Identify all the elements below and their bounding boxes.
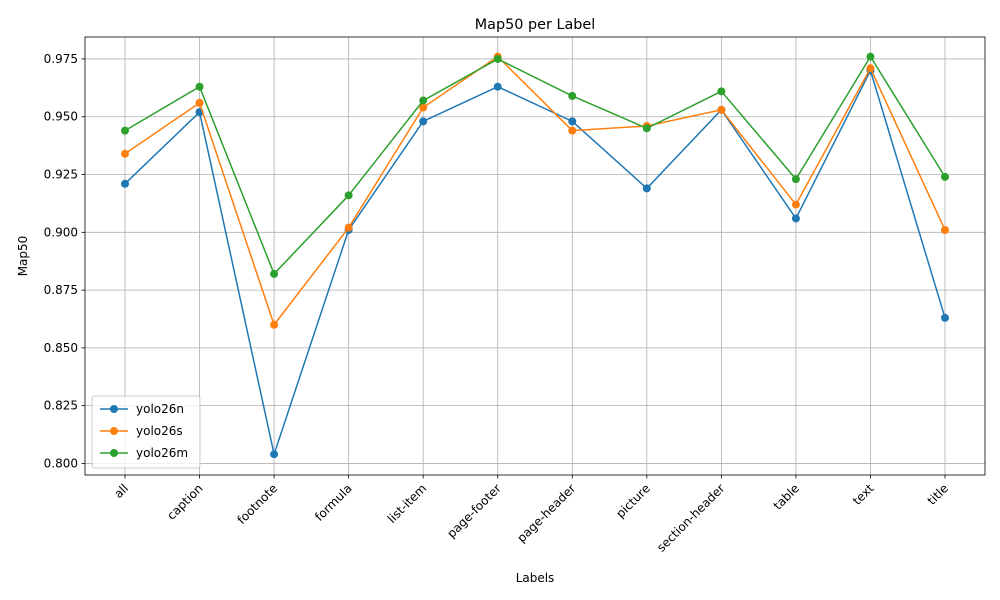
y-tick-label: 0.800 xyxy=(44,456,78,470)
x-axis-label: Labels xyxy=(516,571,555,585)
y-axis-label: Map50 xyxy=(16,236,30,277)
data-point-yolo26n xyxy=(791,214,800,223)
data-point-yolo26s xyxy=(717,105,726,114)
legend-marker xyxy=(110,449,118,457)
data-point-yolo26s xyxy=(941,225,949,234)
y-tick-label: 0.975 xyxy=(44,52,78,66)
series-line-yolo26n xyxy=(124,68,946,458)
legend-marker xyxy=(110,405,118,413)
data-point-yolo26n xyxy=(270,450,279,459)
data-point-yolo26s xyxy=(866,64,875,73)
y-tick-label: 0.825 xyxy=(44,399,78,413)
data-point-yolo26m xyxy=(493,54,502,63)
data-point-yolo26s xyxy=(419,103,428,112)
legend-entry: yolo26m xyxy=(136,446,188,460)
legend-entry: yolo26s xyxy=(136,424,183,438)
data-point-yolo26n xyxy=(642,184,651,193)
data-point-yolo26m xyxy=(121,126,129,135)
data-point-yolo26m xyxy=(791,175,800,184)
data-point-yolo26m xyxy=(941,172,949,181)
data-point-yolo26s xyxy=(121,149,129,158)
series-yolo26s xyxy=(121,52,949,329)
data-point-yolo26s xyxy=(344,223,353,232)
data-point-yolo26s xyxy=(568,126,577,135)
data-point-yolo26m xyxy=(419,96,428,105)
series-yolo26m xyxy=(121,52,949,278)
data-point-yolo26n xyxy=(568,117,577,126)
legend-entry: yolo26n xyxy=(136,402,184,416)
series-line-yolo26m xyxy=(124,55,946,276)
data-point-yolo26m xyxy=(642,124,651,133)
y-tick-label: 0.875 xyxy=(44,283,78,297)
chart-title: Map50 per Label xyxy=(475,17,596,33)
data-point-yolo26m xyxy=(195,82,204,91)
y-tick-label: 0.850 xyxy=(44,341,78,355)
legend-box xyxy=(91,395,201,469)
data-point-yolo26n xyxy=(493,82,502,91)
data-point-yolo26m xyxy=(344,191,353,200)
series-yolo26n xyxy=(121,66,949,459)
series-line-yolo26s xyxy=(124,55,946,327)
data-point-yolo26m xyxy=(717,87,726,96)
y-tick-label: 0.900 xyxy=(44,225,78,239)
data-point-yolo26n xyxy=(419,117,428,126)
data-point-yolo26s xyxy=(195,98,204,107)
legend-marker xyxy=(110,427,118,435)
y-tick-label: 0.925 xyxy=(44,168,78,182)
data-point-yolo26m xyxy=(866,52,875,61)
data-point-yolo26n xyxy=(941,313,949,322)
data-point-yolo26m xyxy=(270,269,279,278)
data-point-yolo26m xyxy=(568,91,577,100)
y-tick-label: 0.950 xyxy=(44,110,78,124)
data-point-yolo26n xyxy=(121,179,129,188)
legend: yolo26n yolo26s yolo26m xyxy=(91,395,201,469)
y-axis-ticks: 0.800 0.825 0.850 0.875 0.900 0.925 0.950 0.975 xyxy=(44,52,85,470)
data-point-yolo26s xyxy=(270,320,279,329)
data-point-yolo26s xyxy=(791,200,800,209)
series-layer xyxy=(121,52,949,459)
plot-area-frame xyxy=(84,36,986,476)
